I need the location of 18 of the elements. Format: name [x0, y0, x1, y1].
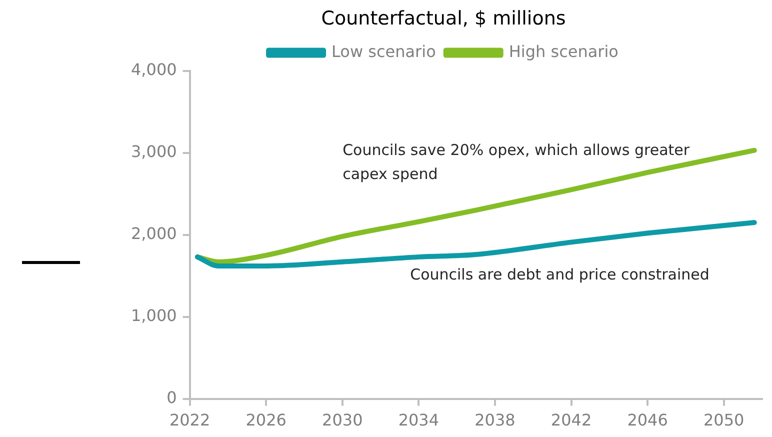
x-tick-label: 2046	[627, 410, 668, 430]
y-tick-label: 4,000	[130, 60, 177, 79]
legend-label: Low scenario	[332, 42, 436, 61]
legend-label: High scenario	[508, 42, 618, 61]
y-tick-label: 1,000	[130, 306, 177, 325]
annotation: Councils are debt and price constrained	[410, 266, 710, 284]
x-tick-label: 2038	[474, 410, 516, 430]
x-tick-label: 2022	[169, 410, 210, 430]
chart-title: Counterfactual, $ millions	[321, 7, 566, 30]
x-tick-label: 2050	[703, 410, 744, 430]
y-tick-label: 0	[166, 388, 177, 407]
x-tick-label: 2030	[322, 410, 363, 430]
y-tick-label: 2,000	[130, 224, 177, 243]
y-tick-label: 3,000	[130, 142, 177, 161]
x-tick-label: 2042	[550, 410, 592, 430]
x-tick-label: 2026	[246, 410, 286, 430]
x-tick-label: 2034	[398, 410, 440, 430]
annotation: Councils save 20% opex, which allows greater capex spend	[342, 141, 690, 184]
